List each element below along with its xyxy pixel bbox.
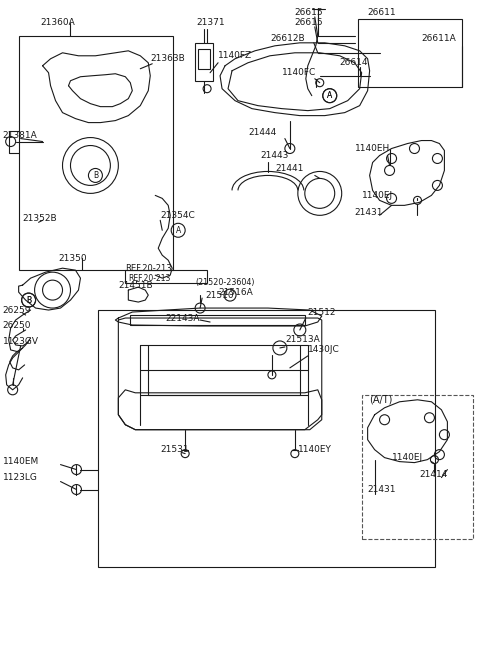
Text: 21510: 21510 xyxy=(205,291,234,299)
Text: 21350: 21350 xyxy=(59,253,87,263)
Text: 1123GV: 1123GV xyxy=(3,337,39,346)
Text: 21354C: 21354C xyxy=(160,211,195,220)
Text: A: A xyxy=(327,91,332,100)
Text: 26259: 26259 xyxy=(3,305,31,314)
Text: 21441: 21441 xyxy=(275,164,303,173)
Text: 26614: 26614 xyxy=(340,58,368,67)
Text: (A/T): (A/T) xyxy=(370,395,393,405)
Text: 21443: 21443 xyxy=(260,151,288,160)
Bar xyxy=(198,49,210,69)
Text: B: B xyxy=(93,171,98,180)
Text: 21516A: 21516A xyxy=(218,288,253,297)
Text: 21371: 21371 xyxy=(196,18,225,28)
Text: A: A xyxy=(176,226,181,234)
Text: 21363B: 21363B xyxy=(150,54,185,64)
Text: 21360A: 21360A xyxy=(41,18,75,28)
Text: 1430JC: 1430JC xyxy=(308,345,339,354)
Text: 1140EM: 1140EM xyxy=(3,457,39,466)
Text: 21431: 21431 xyxy=(355,208,383,217)
Text: 1140FZ: 1140FZ xyxy=(218,51,252,60)
Text: 1140EJ: 1140EJ xyxy=(392,453,423,462)
Text: 21451B: 21451B xyxy=(119,280,153,290)
Text: 1123LG: 1123LG xyxy=(3,473,37,482)
Text: 1140EJ: 1140EJ xyxy=(361,191,393,200)
Text: 21513A: 21513A xyxy=(285,335,320,345)
Text: 22143A: 22143A xyxy=(165,314,200,322)
Bar xyxy=(98,310,435,567)
Text: (21520-23604): (21520-23604) xyxy=(195,278,254,287)
Text: 1140EH: 1140EH xyxy=(355,144,390,153)
Text: 21531: 21531 xyxy=(160,445,189,454)
Text: 26612B: 26612B xyxy=(270,34,304,43)
Text: A: A xyxy=(327,91,332,100)
Text: 26611: 26611 xyxy=(368,9,396,18)
Text: 1140FC: 1140FC xyxy=(282,68,316,77)
Text: 21352B: 21352B xyxy=(23,214,57,223)
Text: 21512: 21512 xyxy=(308,308,336,316)
Bar xyxy=(125,270,207,283)
Text: 26611A: 26611A xyxy=(421,34,456,43)
Text: 26615: 26615 xyxy=(295,18,324,28)
Text: REF.20-213: REF.20-213 xyxy=(125,264,172,272)
Text: 26250: 26250 xyxy=(3,320,31,329)
Text: 21414: 21414 xyxy=(420,470,448,479)
Text: REF.20-213: REF.20-213 xyxy=(128,274,171,283)
Bar xyxy=(195,43,213,81)
Bar xyxy=(361,395,473,539)
Bar xyxy=(19,36,173,270)
Text: 26615: 26615 xyxy=(295,9,324,18)
Bar xyxy=(130,315,305,325)
Text: 1140EY: 1140EY xyxy=(298,445,332,454)
Bar xyxy=(358,19,462,86)
Text: B: B xyxy=(26,295,31,305)
Text: 21381A: 21381A xyxy=(3,131,37,140)
Text: 21431: 21431 xyxy=(368,485,396,494)
Text: 21444: 21444 xyxy=(248,128,276,137)
Text: B: B xyxy=(26,295,31,305)
